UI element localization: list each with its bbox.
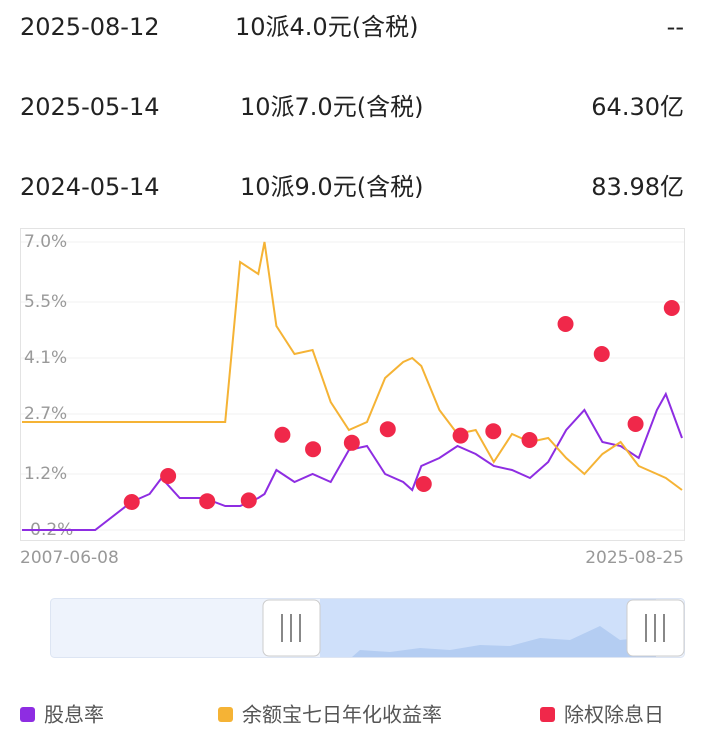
date: 2025-05-14: [20, 93, 160, 121]
ex-dividend-dot: [305, 441, 322, 458]
ex-dividend-dot: [415, 476, 432, 492]
legend-label: 股息率: [44, 703, 104, 727]
ex-dividend-dot: [663, 300, 680, 316]
ex-dividend-dot: [199, 493, 216, 510]
ex-dividend-dot: [160, 468, 177, 484]
ex-dividend-dot: [343, 434, 360, 451]
legend-label: 除权除息日: [564, 703, 664, 727]
ex-dividend-dot: [557, 316, 574, 332]
legend-swatch: [20, 707, 35, 722]
ex-dividend-dot: [123, 494, 140, 510]
ex-dividend-dot: [627, 416, 644, 432]
y-tick-label: 7.0%: [24, 232, 67, 252]
ex-dividend-dot: [240, 492, 257, 509]
dividend-row[interactable]: 2024-05-14 10派9.0元(含税) 83.98亿: [20, 167, 684, 207]
date: 2024-05-14: [20, 173, 160, 201]
zoom-slider[interactable]: [50, 598, 685, 658]
y-tick-label: 1.2%: [24, 464, 67, 484]
legend-swatch: [218, 707, 233, 722]
plan: 10派7.0元(含税): [240, 93, 424, 121]
ex-dividend-dot: [485, 423, 502, 440]
legend-swatch: [540, 707, 555, 722]
y-tick-label: 4.1%: [24, 348, 67, 368]
plan: 10派4.0元(含税): [235, 13, 419, 41]
amount: --: [666, 13, 684, 41]
ex-dividend-dot: [452, 427, 469, 444]
handle-grip: [645, 614, 665, 642]
plot-frame: [20, 228, 685, 541]
ex-dividend-dot: [593, 346, 610, 362]
ex-dividend-dot: [274, 426, 291, 443]
series-line: [22, 241, 683, 491]
handle-grip: [281, 614, 301, 642]
plan: 10派9.0元(含税): [240, 173, 424, 201]
ex-dividend-dot: [379, 421, 396, 438]
amount: 64.30亿: [591, 93, 684, 121]
x-end-label: 2025-08-25: [585, 548, 684, 568]
amount: 83.98亿: [591, 173, 684, 201]
y-tick-label: 5.5%: [24, 292, 67, 312]
dividend-row[interactable]: 2025-08-12 10派4.0元(含税) --: [20, 7, 684, 47]
dividend-row[interactable]: 2025-05-14 10派7.0元(含税) 64.30亿: [20, 87, 684, 127]
ex-dividend-dot: [521, 432, 538, 448]
series-line: [22, 391, 683, 531]
legend-label: 余额宝七日年化收益率: [242, 703, 442, 727]
date: 2025-08-12: [20, 13, 160, 41]
x-start-label: 2007-06-08: [20, 548, 119, 568]
y-tick-label: 2.7%: [24, 404, 67, 424]
slider-preview: [352, 626, 656, 657]
